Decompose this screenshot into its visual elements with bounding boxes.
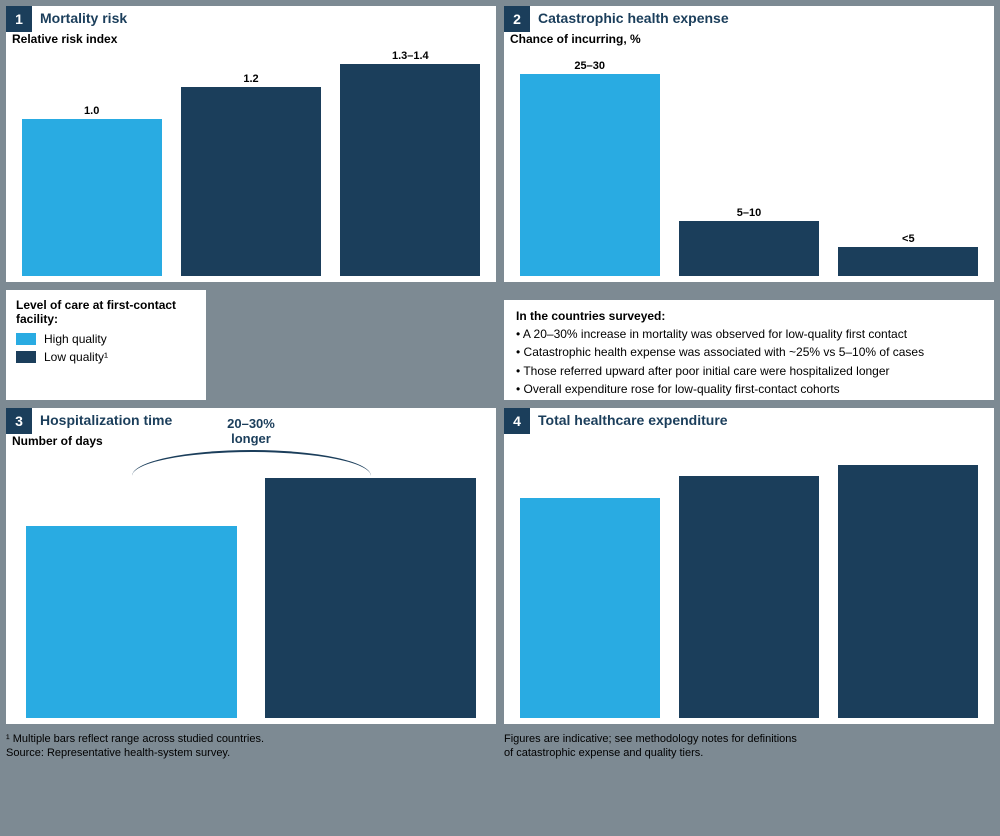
panel-1-title: Mortality risk: [40, 10, 127, 26]
bar-wrap: 1.0: [12, 105, 171, 276]
panel-3: 3 Hospitalization time Number of days 20–30…: [6, 408, 496, 724]
panel-3-title: Hospitalization time: [40, 412, 172, 428]
legend: Level of care at first-contact facility:…: [6, 290, 206, 400]
bar-value-label: 1.2: [243, 73, 258, 85]
bars: 25–30 5–10 <5: [510, 56, 988, 276]
panel-2: 2 Catastrophic health expense Chance of in…: [504, 6, 994, 282]
annotation-line: • Overall expenditure rose for low-quali…: [516, 381, 982, 397]
bar: [838, 247, 978, 276]
bar: [340, 64, 480, 276]
legend-caption: Level of care at first-contact facility:: [16, 298, 196, 326]
bar-wrap: [829, 463, 988, 718]
bar-wrap: [669, 474, 828, 718]
panel-4-title: Total healthcare expenditure: [538, 412, 728, 428]
bar: [838, 465, 978, 718]
legend-swatch: [16, 351, 36, 363]
bar-wrap: 5–10: [669, 207, 828, 276]
bar-value-label: 5–10: [737, 207, 761, 219]
callout-line1: 20–30%: [211, 416, 291, 431]
bar: [520, 74, 660, 276]
panel-1-chart: 1.01.21.3–1.4: [12, 56, 490, 276]
footnote-right: Figures are indicative; see methodology …: [504, 732, 984, 761]
bar: [181, 87, 321, 276]
annotation-line: • A 20–30% increase in mortality was obs…: [516, 326, 982, 342]
panel-1: 1 Mortality risk Relative risk index 1.0 1.2…: [6, 6, 496, 282]
legend-item: High quality: [16, 332, 196, 346]
panel-3-badge: 3: [6, 408, 32, 434]
bar: [679, 476, 819, 718]
annotation-line: • Catastrophic health expense was associ…: [516, 344, 982, 360]
annotation-line: In the countries surveyed:: [516, 308, 982, 324]
panel-4-badge: 4: [504, 408, 530, 434]
bar-wrap: 1.2: [171, 73, 330, 276]
bar-value-label: <5: [902, 233, 915, 245]
legend-swatch: [16, 333, 36, 345]
annotation-block: In the countries surveyed: • A 20–30% inc…: [504, 300, 994, 400]
bar-value-label: 25–30: [574, 60, 605, 72]
annotation-line: • Those referred upward after poor initi…: [516, 363, 982, 379]
bars: [510, 454, 988, 718]
bar: [26, 526, 236, 718]
bar-wrap: 1.3–1.4: [331, 50, 490, 276]
bar-wrap: [510, 496, 669, 718]
callout-arc: [132, 450, 371, 476]
bar: [22, 119, 162, 276]
bar: [679, 221, 819, 276]
bars: [12, 468, 490, 718]
bar: [520, 498, 660, 718]
bar-wrap: [251, 476, 490, 718]
bar-value-label: 1.3–1.4: [392, 50, 429, 62]
bars: 1.01.21.3–1.4: [12, 56, 490, 276]
bar-wrap: <5: [829, 233, 988, 276]
callout-line2: longer: [211, 431, 291, 446]
panel-2-title: Catastrophic health expense: [538, 10, 729, 26]
legend-label: High quality: [44, 332, 107, 346]
panel-4: 4 Total healthcare expenditure: [504, 408, 994, 724]
bar-value-label: 1.0: [84, 105, 99, 117]
panel-4-chart: [510, 454, 988, 718]
panel-1-subtitle: Relative risk index: [12, 32, 117, 46]
panel-3-subtitle: Number of days: [12, 434, 103, 448]
callout-text: 20–30%longer: [211, 416, 291, 446]
legend-item: Low quality¹: [16, 350, 196, 364]
footnote-left: ¹ Multiple bars reflect range across stu…: [6, 732, 486, 761]
bar-wrap: [12, 524, 251, 718]
panel-2-chart: 25–30 5–10 <5: [510, 56, 988, 276]
bar-wrap: 25–30: [510, 60, 669, 276]
bar: [265, 478, 475, 718]
panel-3-chart: 20–30%longer: [12, 468, 490, 718]
legend-label: Low quality¹: [44, 350, 108, 364]
panel-1-badge: 1: [6, 6, 32, 32]
panel-2-badge: 2: [504, 6, 530, 32]
panel-2-subtitle: Chance of incurring, %: [510, 32, 641, 46]
